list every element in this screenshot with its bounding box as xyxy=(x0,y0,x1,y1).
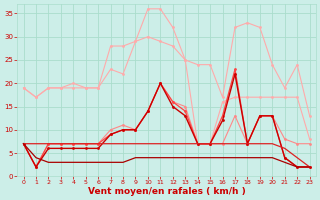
X-axis label: Vent moyen/en rafales ( km/h ): Vent moyen/en rafales ( km/h ) xyxy=(88,187,245,196)
